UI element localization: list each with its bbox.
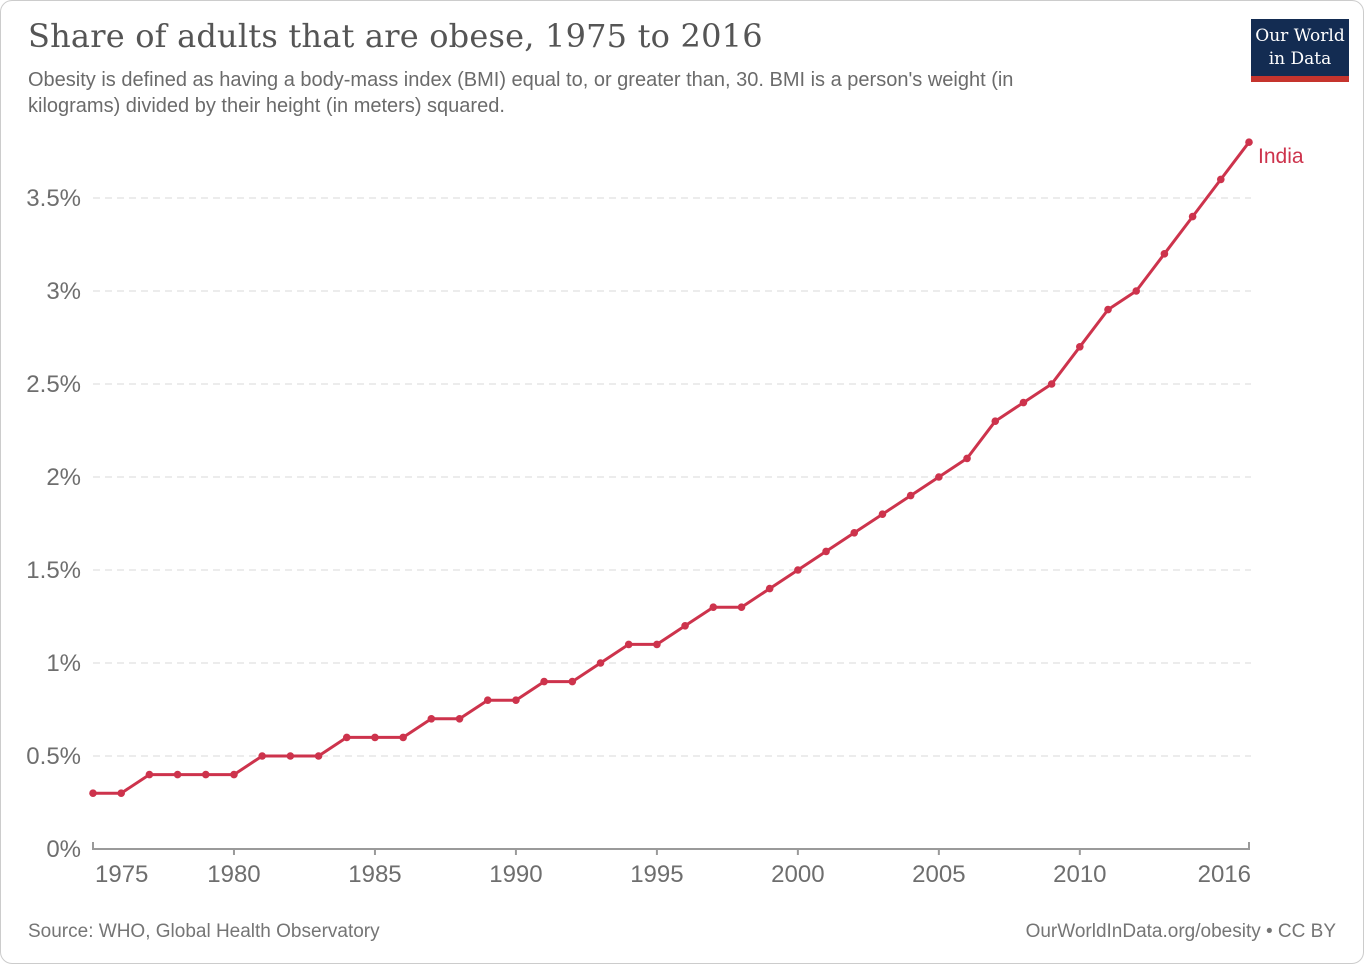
data-point — [1217, 175, 1225, 184]
data-point — [794, 566, 802, 574]
y-tick-label: 2% — [46, 464, 81, 491]
x-tick-label: 1990 — [489, 861, 542, 888]
x-tick-label: 1975 — [95, 861, 148, 888]
india-series-label[interactable]: India — [1258, 145, 1304, 168]
data-point — [230, 770, 238, 779]
data-point — [1047, 380, 1056, 388]
y-tick-label: 3% — [46, 278, 81, 305]
data-point — [286, 752, 295, 760]
y-tick-label: 1.5% — [26, 557, 81, 584]
data-point — [568, 677, 577, 686]
owid-logo[interactable]: Our World in Data — [1251, 19, 1349, 82]
data-point — [455, 715, 464, 723]
owid-logo-line1: Our World — [1255, 26, 1345, 46]
data-point — [935, 473, 943, 481]
x-tick-label: 2010 — [1053, 861, 1106, 888]
data-point — [1132, 287, 1141, 295]
x-tick-label: 2005 — [912, 861, 965, 888]
data-point — [1076, 343, 1084, 351]
data-point — [427, 715, 436, 723]
data-point — [737, 603, 746, 611]
owid-logo-red-bar — [1251, 76, 1349, 82]
chart-subtitle: Obesity is defined as having a body-mass… — [28, 67, 1013, 119]
data-point — [1188, 212, 1197, 221]
data-point — [173, 770, 182, 779]
y-tick-label: 3.5% — [26, 185, 81, 212]
owid-logo-text: Our World in Data — [1251, 19, 1349, 76]
data-point — [906, 491, 915, 500]
data-point — [681, 622, 689, 630]
data-point — [1019, 398, 1028, 407]
data-point — [850, 529, 859, 537]
data-point — [258, 752, 266, 760]
x-axis — [92, 842, 1250, 850]
data-point — [653, 640, 661, 649]
chart-title: Share of adults that are obese, 1975 to … — [28, 17, 763, 55]
data-point — [709, 603, 718, 611]
x-tick-label: 1995 — [630, 861, 683, 888]
x-tick-label: 1980 — [207, 861, 260, 888]
data-point — [878, 510, 887, 518]
data-point — [371, 733, 379, 742]
y-tick-label: 0% — [46, 836, 81, 863]
data-point — [991, 417, 1000, 426]
data-point — [765, 584, 774, 593]
y-tick-label: 2.5% — [26, 371, 81, 398]
data-point — [1245, 138, 1253, 146]
source-note: Source: WHO, Global Health Observatory — [28, 921, 380, 942]
credit-note: OurWorldInData.org/obesity • CC BY — [1025, 921, 1336, 942]
x-tick-label: 2000 — [771, 861, 824, 888]
data-point — [1104, 305, 1112, 314]
data-point — [1160, 250, 1169, 258]
x-tick-label: 1985 — [348, 861, 401, 888]
owid-logo-line2: in Data — [1268, 49, 1332, 69]
data-point — [314, 752, 323, 760]
y-tick-label: 0.5% — [26, 743, 81, 770]
data-point — [624, 640, 633, 649]
chart-subtitle-line2: kilograms) divided by their height (in m… — [28, 95, 505, 117]
x-tick-label: 2016 — [1198, 861, 1251, 888]
data-point — [117, 789, 125, 797]
data-point — [540, 677, 548, 686]
data-point — [963, 454, 971, 463]
data-point — [89, 789, 97, 797]
y-tick-label: 1% — [46, 650, 81, 677]
data-point — [596, 659, 605, 667]
data-point — [342, 733, 351, 742]
data-point — [512, 696, 520, 704]
data-point — [145, 770, 154, 779]
india-series-line[interactable] — [93, 141, 1251, 795]
data-point — [201, 770, 210, 779]
chart-subtitle-line1: Obesity is defined as having a body-mass… — [28, 69, 1014, 91]
data-point — [399, 733, 407, 742]
chart-footer: Source: WHO, Global Health Observatory O… — [28, 921, 1336, 943]
data-point — [483, 696, 492, 704]
data-point — [822, 547, 830, 556]
